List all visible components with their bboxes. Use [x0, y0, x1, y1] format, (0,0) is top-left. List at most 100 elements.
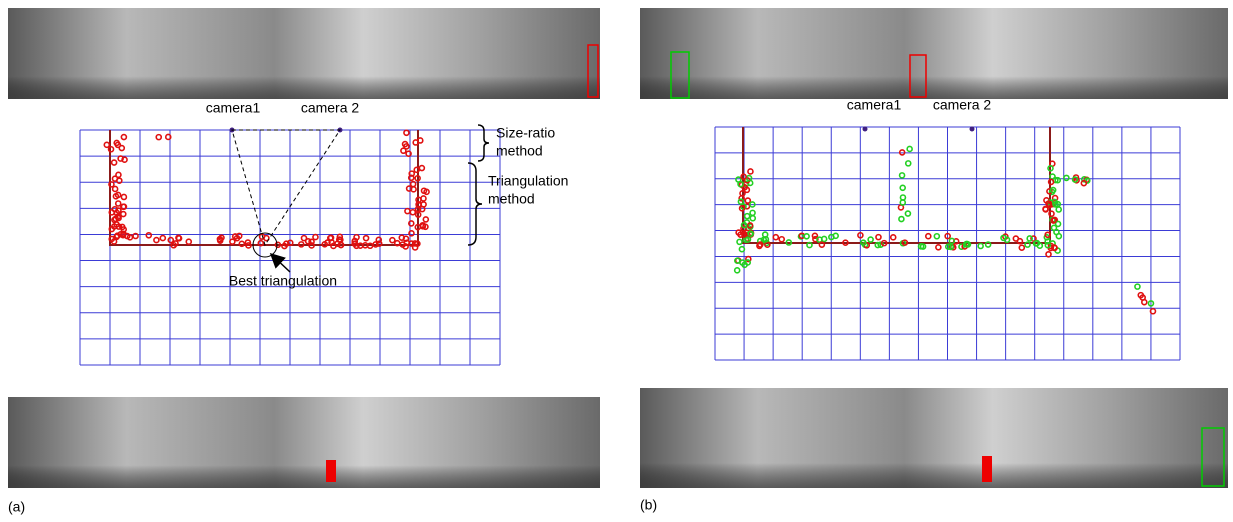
photo — [8, 8, 600, 99]
point — [891, 235, 896, 240]
point — [1081, 181, 1086, 186]
point — [750, 210, 755, 215]
point — [1049, 179, 1054, 184]
panel-label: (a) — [8, 499, 25, 515]
point — [906, 161, 911, 166]
point — [176, 235, 181, 240]
point — [1025, 242, 1030, 247]
annotation: Triangulation — [488, 173, 568, 189]
point — [926, 234, 931, 239]
point — [409, 171, 414, 176]
point — [409, 221, 414, 226]
point — [758, 242, 763, 247]
photo — [8, 397, 600, 488]
point — [1056, 207, 1061, 212]
point — [160, 236, 165, 241]
camera-label: camera 2 — [933, 97, 992, 113]
point — [1135, 284, 1140, 289]
panel-label: (b) — [640, 497, 657, 513]
point — [745, 198, 750, 203]
point — [133, 234, 138, 239]
point — [146, 233, 151, 238]
point — [116, 172, 121, 177]
point — [779, 237, 784, 242]
point — [817, 237, 822, 242]
point — [166, 134, 171, 139]
point — [413, 245, 418, 250]
annotation: method — [488, 191, 535, 207]
point — [390, 238, 395, 243]
point — [739, 247, 744, 252]
point — [121, 212, 126, 217]
point — [395, 241, 400, 246]
point — [812, 233, 817, 238]
photo — [640, 388, 1228, 488]
point — [399, 235, 404, 240]
point — [121, 194, 126, 199]
point — [1027, 236, 1032, 241]
point — [1019, 245, 1024, 250]
point — [804, 234, 809, 239]
point — [404, 130, 409, 135]
annotation: Size-ratio — [496, 125, 555, 141]
point — [868, 237, 873, 242]
point — [168, 238, 173, 243]
point — [405, 209, 410, 214]
point — [364, 236, 369, 241]
point — [748, 169, 753, 174]
point — [900, 173, 905, 178]
point — [230, 239, 235, 244]
triangulation-lines — [232, 130, 340, 245]
point — [807, 243, 812, 248]
point — [899, 217, 904, 222]
point — [738, 199, 743, 204]
point — [1056, 234, 1061, 239]
point — [949, 238, 954, 243]
point — [735, 258, 740, 263]
point — [1051, 218, 1056, 223]
point — [309, 239, 314, 244]
camera-label: camera 2 — [301, 100, 360, 116]
point — [313, 235, 318, 240]
point — [117, 178, 122, 183]
figure: camera1 camera 2 Best triangulation Size… — [0, 0, 1233, 517]
point — [1052, 245, 1057, 250]
point — [118, 156, 123, 161]
point — [737, 239, 742, 244]
camera-label: camera1 — [206, 100, 261, 116]
point — [819, 242, 824, 247]
point — [156, 135, 161, 140]
point — [414, 167, 419, 172]
point — [409, 231, 414, 236]
point — [113, 186, 118, 191]
point — [1017, 239, 1022, 244]
point — [411, 182, 416, 187]
point — [403, 244, 408, 249]
point — [876, 235, 881, 240]
point — [773, 235, 778, 240]
point — [1051, 225, 1056, 230]
point — [419, 166, 424, 171]
annotation: Best triangulation — [229, 273, 337, 289]
point — [410, 210, 415, 215]
track — [743, 127, 1050, 243]
point — [900, 195, 905, 200]
point — [735, 268, 740, 273]
photo — [640, 8, 1228, 99]
point — [900, 185, 905, 190]
point — [1043, 207, 1048, 212]
annotation: method — [496, 143, 543, 159]
point — [1150, 309, 1155, 314]
arrow — [272, 255, 290, 272]
point — [239, 241, 244, 246]
point — [934, 234, 939, 239]
point — [329, 235, 334, 240]
point — [406, 151, 411, 156]
point — [1064, 175, 1069, 180]
camera-dot — [970, 127, 975, 132]
point — [936, 245, 941, 250]
point — [112, 160, 117, 165]
point — [186, 239, 191, 244]
point — [1046, 252, 1051, 257]
point — [986, 242, 991, 247]
